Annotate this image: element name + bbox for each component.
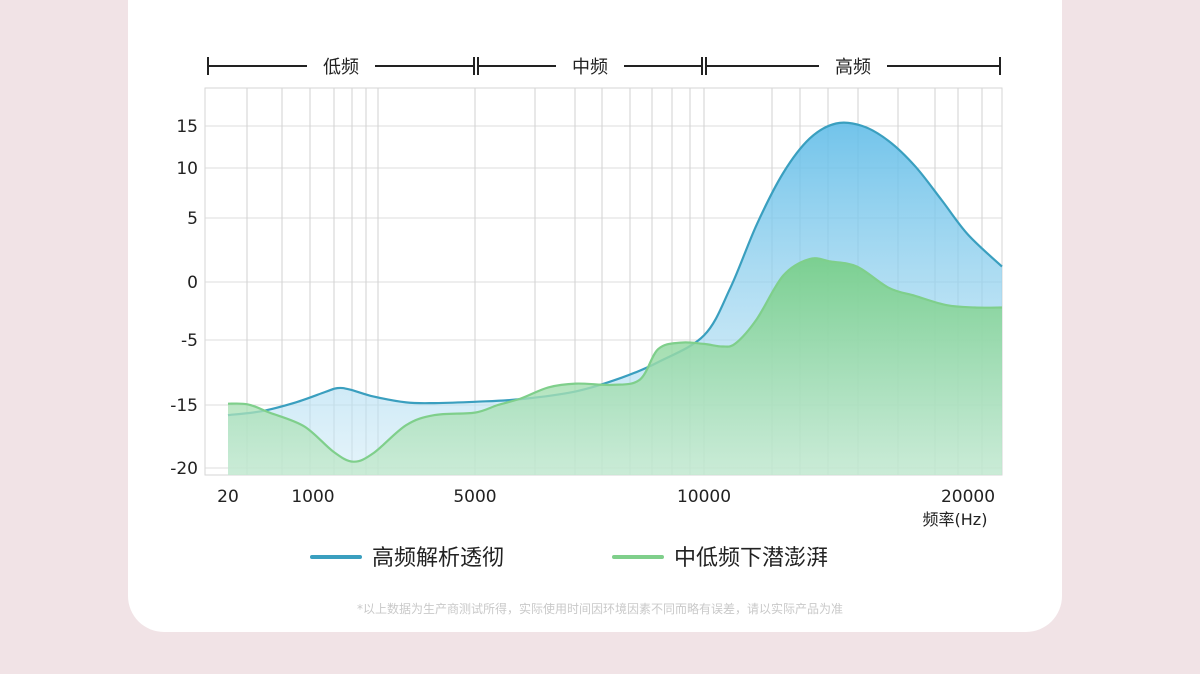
y-tick-label: 5 (187, 209, 198, 229)
legend-label: 中低频下潜澎湃 (674, 546, 828, 571)
legend-item: 高频解析透彻 (310, 546, 504, 571)
axis-ticks: 15 10 5 0 -5 -15 -20 20 1000 5000 10000 20000 (170, 117, 995, 507)
y-tick-label: 0 (187, 273, 198, 293)
legend-label: 高频解析透彻 (372, 546, 504, 571)
band-3: 高频 (705, 57, 1001, 78)
series-line (227, 257, 1003, 463)
y-tick-label: -20 (170, 459, 198, 479)
x-tick-label: 5000 (453, 487, 496, 507)
legend-item: 中低频下潜澎湃 (612, 546, 828, 571)
footnote: *以上数据为生产商测试所得，实际使用时间因环境因素不同而略有误差，请以实际产品为… (356, 602, 843, 616)
band-label: 高频 (835, 57, 871, 78)
x-tick-label: 1000 (291, 487, 334, 507)
series-areas (227, 121, 1003, 476)
y-tick-label: 10 (176, 159, 198, 179)
band-ruler: 低频 中频 高频 (207, 57, 1001, 78)
series-area (228, 258, 1002, 475)
band-1: 低频 (207, 57, 475, 78)
band-label: 低频 (323, 57, 359, 78)
band-2: 中频 (477, 57, 703, 78)
y-tick-label: 15 (176, 117, 198, 137)
x-tick-label: 10000 (677, 487, 731, 507)
series-low-mid-freq (227, 257, 1003, 475)
series-line (227, 121, 1003, 417)
band-label: 中频 (572, 57, 608, 78)
x-axis-label: 频率(Hz) (923, 510, 988, 529)
y-tick-label: -5 (181, 331, 198, 351)
y-tick-label: -15 (170, 396, 198, 416)
legend: 高频解析透彻 中低频下潜澎湃 (310, 546, 828, 571)
x-tick-label: 20 (217, 487, 239, 507)
x-tick-label: 20000 (941, 487, 995, 507)
